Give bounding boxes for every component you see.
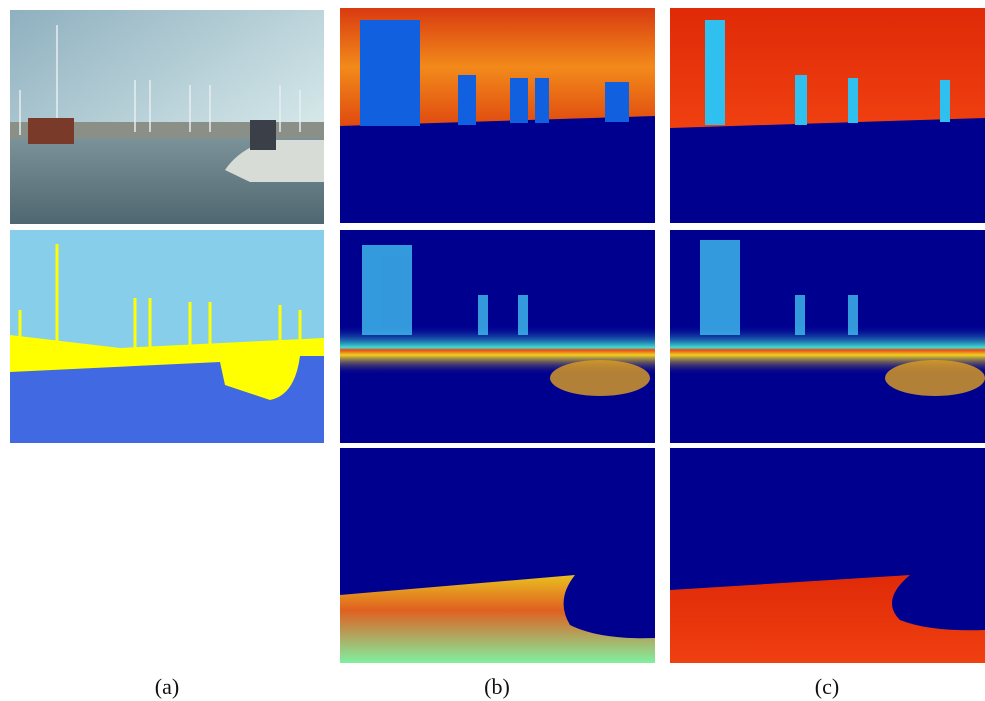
caption: (b) <box>484 674 510 699</box>
caption: (a) <box>154 674 180 699</box>
heatmap <box>670 448 985 663</box>
heatmap <box>340 448 655 663</box>
segmentation-map <box>10 230 324 443</box>
heatmap <box>340 8 655 223</box>
heatmap <box>340 230 655 443</box>
heatmap <box>670 8 985 223</box>
photo <box>10 10 324 224</box>
heatmap <box>670 230 985 443</box>
caption: (c) <box>814 674 840 699</box>
